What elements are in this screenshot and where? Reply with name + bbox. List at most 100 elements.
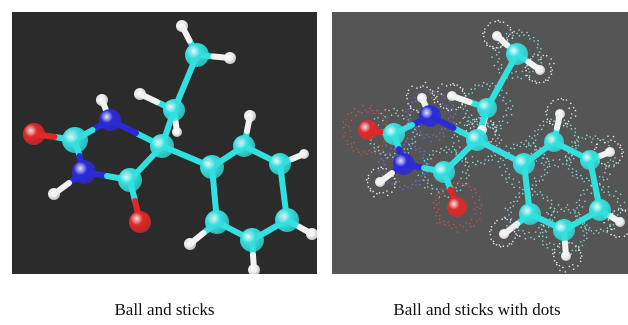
surface-dot	[622, 151, 625, 153]
surface-dot	[404, 110, 407, 113]
surface-dot	[410, 147, 412, 150]
surface-dot	[496, 124, 498, 127]
surface-dot	[393, 148, 396, 150]
surface-dot	[592, 138, 594, 140]
surface-dot	[426, 163, 428, 165]
surface-dot	[494, 222, 496, 224]
surface-dot	[551, 123, 554, 126]
surface-dot	[617, 162, 620, 164]
surface-dot	[367, 177, 370, 180]
surface-dot	[529, 38, 531, 40]
surface-dot	[519, 145, 521, 148]
surface-dot	[414, 100, 417, 103]
surface-dot	[540, 175, 543, 178]
surface-dot	[602, 176, 604, 178]
surface-dot	[546, 171, 549, 174]
surface-dot	[500, 139, 503, 141]
surface-dot	[565, 155, 567, 157]
surface-dot	[430, 97, 433, 99]
surface-dot	[515, 70, 517, 73]
surface-dot	[517, 229, 520, 232]
surface-dot	[449, 129, 451, 132]
surface-dot	[608, 164, 611, 167]
surface-dot	[366, 153, 368, 155]
surface-dot	[498, 57, 500, 60]
surface-dot	[613, 210, 616, 212]
surface-dot	[580, 194, 582, 196]
surface-dot	[413, 96, 416, 99]
surface-dot	[579, 252, 582, 254]
surface-dot	[539, 124, 541, 127]
surface-dot	[546, 196, 548, 198]
surface-dot	[542, 179, 544, 181]
surface-dot	[528, 144, 530, 146]
surface-dot	[604, 167, 607, 170]
surface-dot	[482, 32, 484, 35]
surface-dot	[471, 119, 474, 121]
surface-dot	[440, 93, 443, 95]
surface-dot	[484, 28, 486, 30]
surface-dot	[527, 67, 530, 70]
surface-dot	[464, 105, 467, 107]
surface-dot	[380, 166, 383, 169]
surface-dot	[378, 169, 380, 172]
surface-dot	[606, 178, 609, 180]
surface-dot	[566, 160, 568, 162]
surface-dot	[619, 146, 621, 149]
surface-dot	[462, 225, 464, 228]
surface-dot	[489, 85, 491, 87]
surface-dot	[500, 127, 502, 130]
surface-dot	[619, 204, 622, 207]
surface-dot	[423, 137, 425, 139]
surface-dot	[447, 221, 449, 223]
surface-dot	[619, 212, 622, 214]
surface-dot	[545, 231, 548, 233]
surface-dot	[511, 183, 513, 186]
surface-dot	[534, 190, 536, 193]
surface-dot	[464, 116, 466, 118]
surface-dot	[617, 143, 619, 145]
surface-dot	[357, 110, 360, 113]
surface-dot	[412, 131, 414, 134]
atom-oxygen	[129, 211, 151, 233]
surface-dot	[487, 88, 490, 91]
surface-dot	[443, 149, 445, 152]
surface-dot	[519, 235, 521, 237]
surface-dot	[370, 171, 373, 173]
surface-dot	[382, 114, 384, 116]
surface-dot	[608, 194, 611, 196]
surface-dot	[470, 218, 473, 221]
surface-dot	[382, 148, 384, 151]
surface-dot	[588, 179, 590, 182]
surface-dot	[432, 150, 434, 152]
surface-dot	[369, 189, 372, 192]
surface-dot	[439, 132, 441, 134]
surface-dot	[474, 120, 476, 123]
surface-dot	[599, 184, 601, 186]
surface-dot	[579, 257, 582, 259]
surface-dot	[380, 112, 382, 115]
surface-dot	[467, 120, 470, 122]
surface-dot	[367, 111, 369, 113]
surface-dot	[443, 220, 445, 223]
surface-dot	[571, 242, 573, 244]
surface-dot	[584, 138, 587, 140]
surface-dot	[613, 234, 616, 237]
surface-dot	[497, 137, 499, 140]
atom-hydrogen	[299, 149, 309, 159]
surface-dot	[471, 92, 473, 94]
surface-dot	[539, 191, 542, 193]
surface-dot	[417, 111, 419, 113]
surface-dot	[415, 149, 417, 151]
surface-dot	[509, 33, 511, 36]
surface-dot	[550, 58, 552, 60]
surface-dot	[481, 85, 484, 87]
surface-dot	[453, 148, 456, 151]
surface-dot	[595, 143, 598, 146]
surface-dot	[381, 145, 384, 147]
surface-dot	[553, 210, 555, 212]
surface-dot	[547, 79, 549, 82]
surface-dot	[347, 125, 350, 128]
surface-dot	[455, 226, 457, 228]
surface-dot	[540, 56, 542, 58]
